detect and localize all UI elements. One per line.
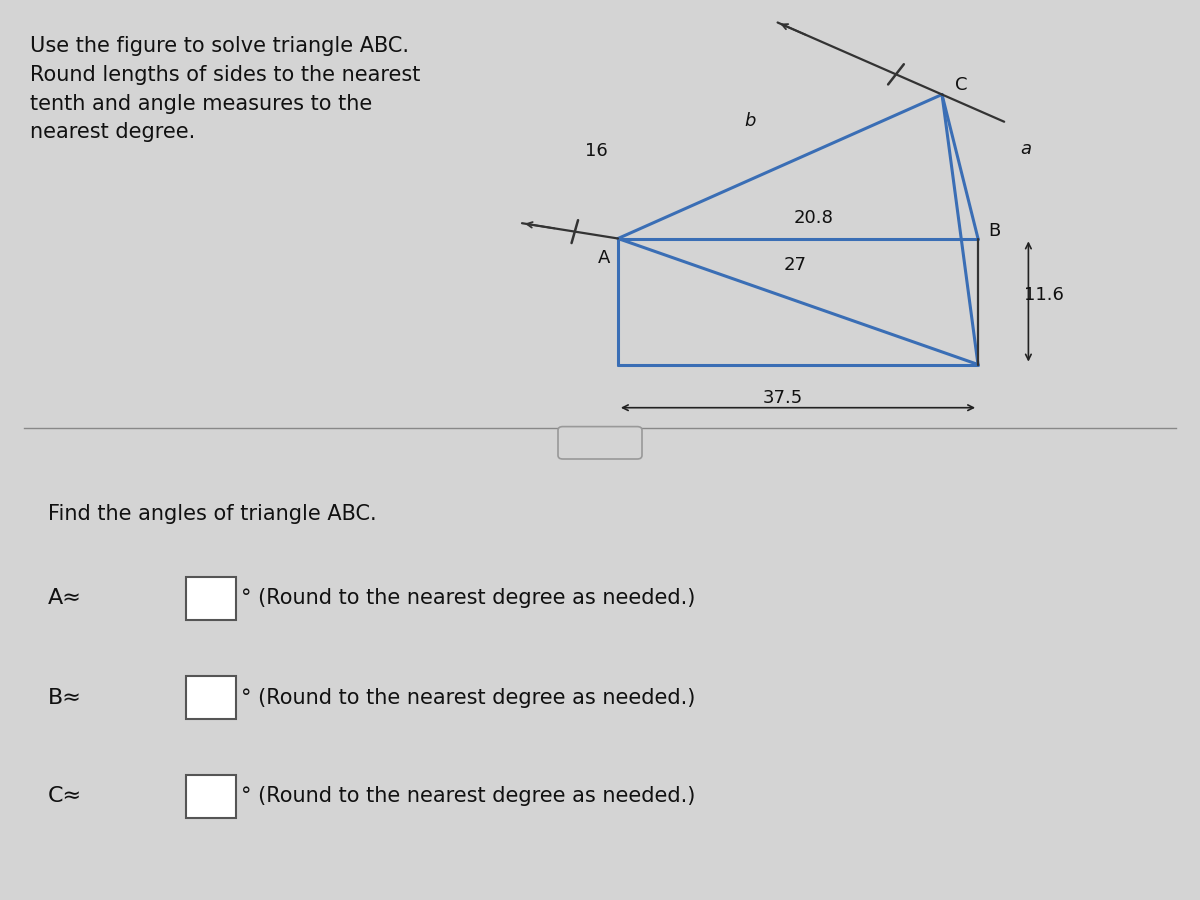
Text: 20.8: 20.8: [793, 209, 834, 227]
Bar: [186, 577, 236, 620]
Text: a: a: [1020, 140, 1032, 158]
Bar: [186, 676, 236, 719]
Text: C: C: [955, 76, 967, 94]
Text: ° (Round to the nearest degree as needed.): ° (Round to the nearest degree as needed…: [241, 688, 696, 707]
Text: C≈: C≈: [48, 787, 82, 806]
Text: 11.6: 11.6: [1024, 286, 1064, 304]
Text: B: B: [989, 222, 1001, 240]
Text: 16: 16: [586, 142, 607, 160]
Text: b: b: [744, 112, 756, 130]
Text: A: A: [598, 249, 610, 267]
Text: 37.5: 37.5: [762, 389, 803, 407]
Text: Use the figure to solve triangle ABC.
Round lengths of sides to the nearest
tent: Use the figure to solve triangle ABC. Ro…: [30, 36, 420, 142]
Text: ° (Round to the nearest degree as needed.): ° (Round to the nearest degree as needed…: [241, 787, 696, 806]
Text: 27: 27: [784, 256, 808, 274]
FancyBboxPatch shape: [558, 427, 642, 459]
Text: ° (Round to the nearest degree as needed.): ° (Round to the nearest degree as needed…: [241, 589, 696, 608]
Text: Find the angles of triangle ABC.: Find the angles of triangle ABC.: [48, 504, 377, 524]
Text: A≈: A≈: [48, 589, 82, 608]
Bar: [186, 775, 236, 818]
Text: • • •: • • •: [584, 436, 616, 449]
Text: B≈: B≈: [48, 688, 82, 707]
